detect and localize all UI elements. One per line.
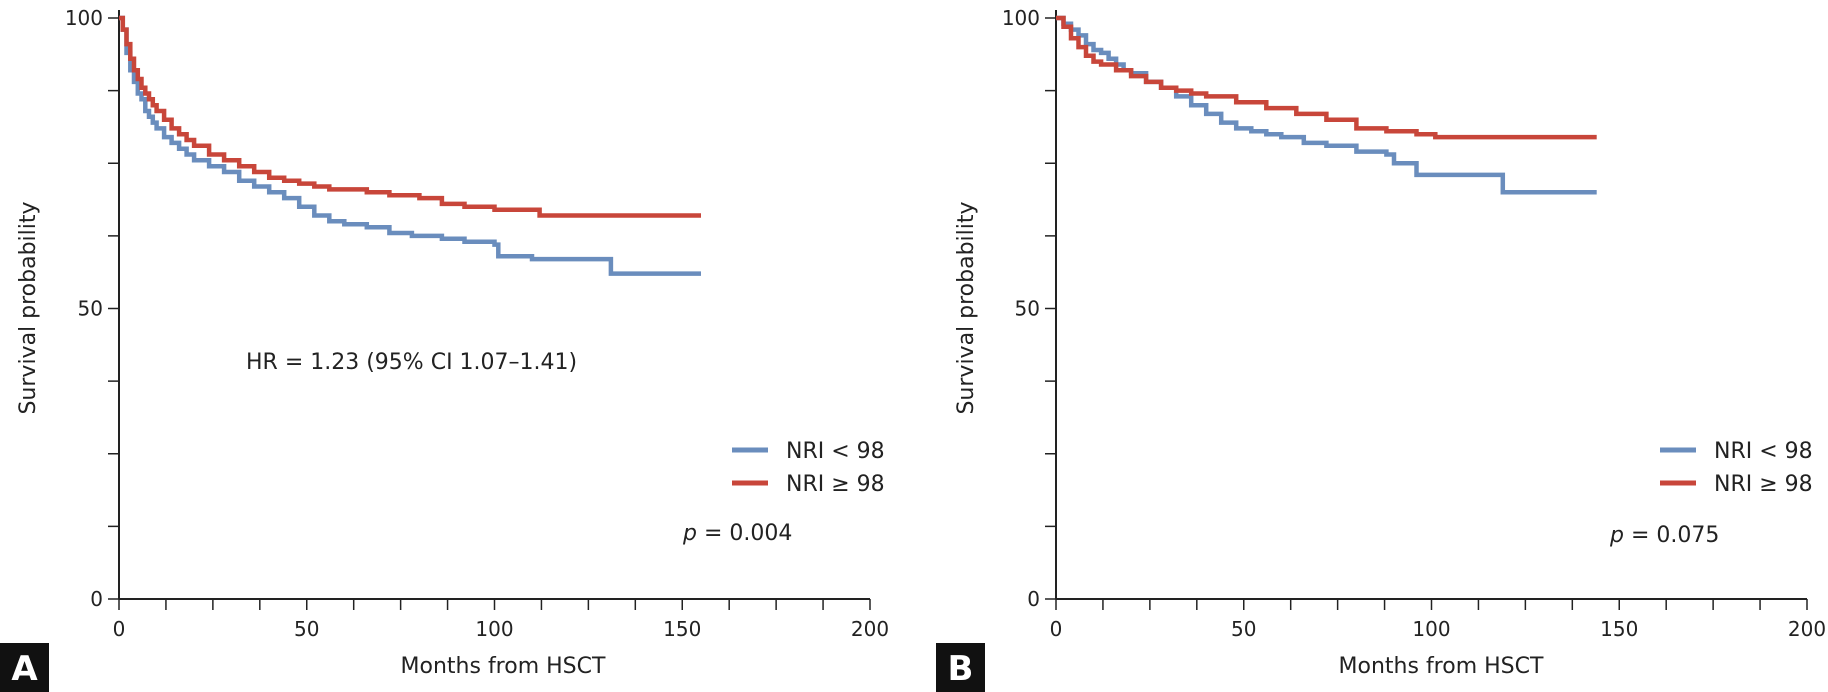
p-symbol-b: p bbox=[1609, 523, 1624, 548]
panel-letter-box-b bbox=[936, 643, 985, 692]
legend-label-nri-lt-98-b: NRI < 98 bbox=[1714, 439, 1813, 464]
panel-letter-box-a bbox=[0, 643, 49, 692]
x-tick-label-a: 150 bbox=[663, 617, 701, 641]
legend-b: NRI < 98 NRI ≥ 98 bbox=[1660, 439, 1813, 497]
y-axis-title-a: Survival probability bbox=[16, 201, 41, 414]
x-tick-label-b: 0 bbox=[1050, 617, 1063, 641]
curve-nri-lt-98-a bbox=[119, 15, 701, 276]
x-tick-label-b: 50 bbox=[1231, 617, 1256, 641]
panel-letter-b: B bbox=[948, 649, 974, 689]
curve-nri-ge-98-b bbox=[1056, 15, 1597, 140]
x-tick-label-b: 200 bbox=[1788, 617, 1826, 641]
x-tick-label-a: 100 bbox=[475, 617, 513, 641]
x-tick-label-a: 200 bbox=[851, 617, 889, 641]
y-tick-label-a: 100 bbox=[65, 6, 103, 30]
x-tick-label-a: 0 bbox=[113, 617, 126, 641]
y-tick-label-a: 0 bbox=[90, 587, 103, 611]
y-tick-label-a: 50 bbox=[78, 297, 103, 321]
axes-a: 0 50 100 150 200 0 50 100 bbox=[65, 6, 889, 641]
hazard-ratio-annotation: HR = 1.23 (95% CI 1.07–1.41) bbox=[246, 350, 577, 375]
curve-nri-ge-98-a bbox=[119, 15, 701, 218]
p-value-b: p = 0.075 bbox=[1609, 523, 1719, 548]
panel-b: 0 50 100 150 200 0 50 100 Months from HSCT Surv… bbox=[936, 6, 1826, 692]
y-tick-label-b: 100 bbox=[1002, 6, 1040, 30]
x-tick-label-b: 150 bbox=[1600, 617, 1638, 641]
p-symbol-a: p bbox=[682, 521, 697, 546]
x-axis-title-b: Months from HSCT bbox=[1339, 654, 1544, 679]
curve-nri-lt-98-b bbox=[1056, 15, 1597, 195]
legend-a: NRI < 98 NRI ≥ 98 bbox=[732, 439, 885, 497]
legend-label-nri-lt-98: NRI < 98 bbox=[786, 439, 885, 464]
y-tick-label-b: 50 bbox=[1015, 297, 1040, 321]
axes-b: 0 50 100 150 200 0 50 100 bbox=[1002, 6, 1826, 641]
x-tick-label-a: 50 bbox=[294, 617, 319, 641]
legend-label-nri-ge-98-b: NRI ≥ 98 bbox=[1714, 472, 1813, 497]
p-value-a: p = 0.004 bbox=[682, 521, 792, 546]
x-tick-label-b: 100 bbox=[1412, 617, 1450, 641]
x-axis-title-a: Months from HSCT bbox=[401, 654, 606, 679]
panel-letter-a: A bbox=[11, 649, 38, 689]
p-value-text-a: = 0.004 bbox=[697, 521, 792, 546]
panel-a: 0 50 100 150 200 0 50 100 Months from HSCT Surv… bbox=[0, 6, 889, 692]
legend-label-nri-ge-98: NRI ≥ 98 bbox=[786, 472, 885, 497]
y-tick-label-b: 0 bbox=[1027, 587, 1040, 611]
y-axis-title-b: Survival probability bbox=[954, 201, 979, 414]
p-value-text-b: = 0.075 bbox=[1624, 523, 1719, 548]
